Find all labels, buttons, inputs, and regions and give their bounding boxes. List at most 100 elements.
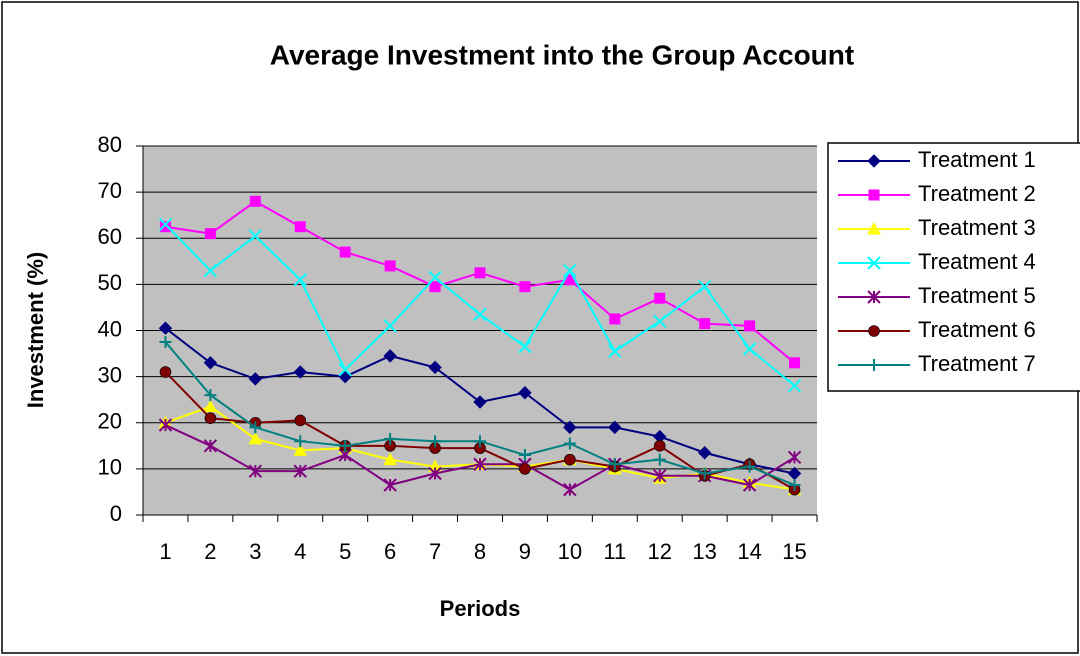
marker [428, 360, 442, 375]
marker [563, 420, 577, 435]
marker [158, 418, 173, 432]
marker [159, 221, 171, 233]
y-tick-label: 50 [98, 270, 122, 295]
legend-label: Treatment 1 [918, 147, 1036, 172]
legend-label: Treatment 7 [918, 351, 1036, 376]
x-tick-label: 5 [339, 539, 351, 564]
x-tick-label: 15 [782, 539, 806, 564]
marker [697, 446, 712, 460]
marker [788, 479, 801, 492]
marker [338, 362, 352, 377]
y-tick-label: 0 [110, 501, 122, 526]
marker [158, 321, 173, 335]
marker [248, 229, 263, 243]
marker [608, 420, 622, 435]
marker [293, 464, 307, 478]
marker [563, 482, 577, 497]
marker [519, 463, 531, 475]
x-tick-label: 10 [558, 539, 582, 564]
marker [473, 395, 487, 409]
marker [608, 344, 622, 358]
marker [787, 379, 802, 393]
marker [518, 386, 532, 400]
marker [697, 279, 712, 294]
marker [293, 443, 308, 456]
marker [519, 281, 531, 293]
marker [742, 478, 757, 492]
marker [518, 449, 531, 462]
marker [248, 431, 263, 445]
marker [744, 320, 756, 332]
legend-label: Treatment 5 [918, 283, 1036, 308]
marker [384, 260, 396, 272]
y-tick-label: 40 [98, 316, 122, 341]
marker [742, 342, 757, 356]
marker [383, 319, 397, 333]
marker [654, 292, 666, 304]
chart-title: Average Investment into the Group Accoun… [270, 39, 854, 70]
marker [473, 307, 487, 322]
marker [609, 313, 621, 325]
legend-marker [867, 221, 881, 235]
x-axis-label: Periods [440, 596, 521, 621]
marker [383, 452, 397, 466]
marker [203, 399, 218, 413]
marker [203, 439, 218, 453]
x-tick-label: 11 [603, 539, 626, 564]
marker [248, 464, 263, 478]
legend-label: Treatment 4 [918, 249, 1036, 274]
marker [653, 314, 667, 328]
marker [428, 270, 442, 285]
marker [563, 263, 577, 278]
legend-marker [867, 290, 881, 304]
marker [653, 440, 666, 452]
marker [608, 458, 621, 471]
legend-label: Treatment 3 [918, 215, 1036, 240]
marker [698, 467, 711, 480]
x-tick-label: 2 [204, 539, 216, 564]
y-tick-label: 60 [98, 224, 122, 249]
marker [204, 389, 217, 402]
marker [203, 263, 218, 278]
marker [158, 217, 173, 232]
marker [339, 439, 352, 452]
marker [428, 466, 442, 481]
marker [743, 460, 756, 473]
marker [473, 457, 487, 471]
marker [699, 318, 711, 330]
marker [294, 221, 306, 233]
marker [653, 453, 666, 466]
marker [653, 469, 667, 483]
marker [159, 366, 172, 378]
marker [474, 435, 486, 448]
x-tick-label: 1 [159, 539, 171, 564]
marker [293, 273, 307, 287]
x-tick-label: 4 [294, 539, 306, 564]
marker [474, 267, 486, 279]
x-tick-label: 3 [249, 539, 261, 564]
legend-marker [868, 325, 880, 337]
x-tick-label: 8 [474, 539, 486, 564]
marker [339, 246, 351, 258]
y-tick-label: 10 [98, 455, 122, 480]
y-tick-label: 70 [98, 178, 122, 203]
legend-marker [867, 154, 881, 168]
x-tick-label: 7 [429, 539, 441, 564]
marker [249, 421, 262, 434]
legend-marker [867, 256, 881, 270]
marker [248, 372, 263, 386]
marker [203, 356, 218, 370]
marker [563, 437, 576, 450]
marker [787, 450, 802, 465]
x-tick-label: 6 [384, 539, 396, 564]
x-tick-label: 14 [737, 539, 761, 564]
marker [384, 432, 397, 445]
legend-label: Treatment 6 [918, 317, 1036, 342]
marker [429, 435, 442, 448]
marker [383, 349, 397, 363]
legend-marker [868, 189, 880, 201]
marker [383, 478, 397, 492]
marker [204, 412, 217, 424]
y-tick-label: 80 [98, 132, 122, 157]
